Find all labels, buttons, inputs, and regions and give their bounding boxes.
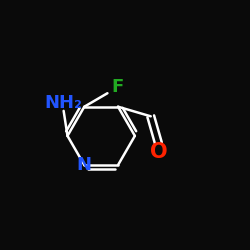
Text: O: O [150, 142, 167, 162]
Text: NH₂: NH₂ [45, 94, 82, 112]
Text: F: F [111, 78, 123, 96]
Text: N: N [77, 156, 92, 174]
